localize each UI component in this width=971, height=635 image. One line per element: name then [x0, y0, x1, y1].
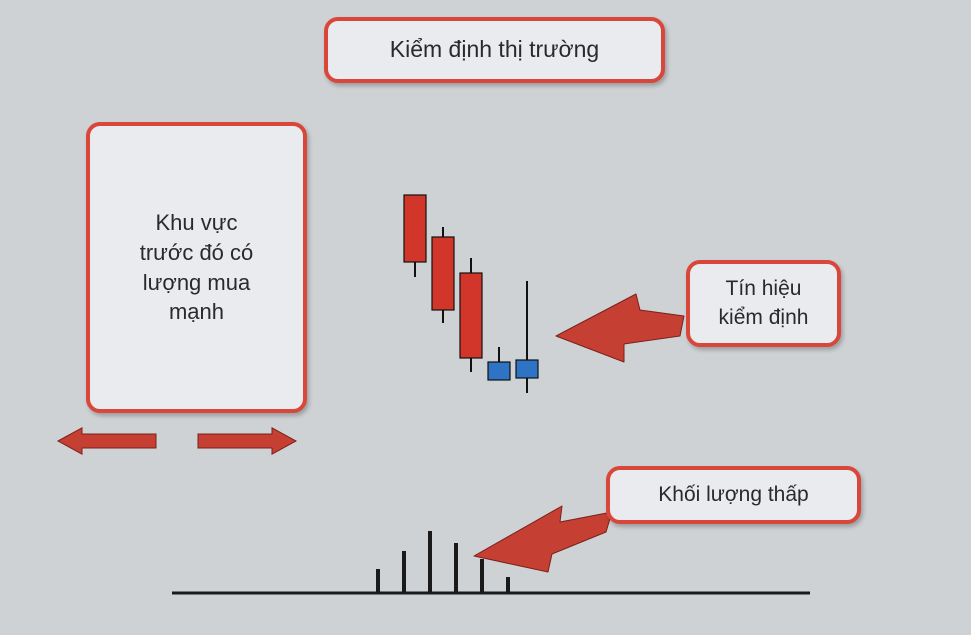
candle-body	[516, 360, 538, 378]
candle-body	[432, 237, 454, 310]
candle-body	[460, 273, 482, 358]
callout-left-zone: Khu vực trước đó có lượng mua mạnh	[86, 122, 307, 413]
candle-body	[488, 362, 510, 380]
arrow-signal-pointer	[556, 294, 684, 362]
arrow-left	[58, 428, 156, 454]
arrow-right	[198, 428, 296, 454]
callout-signal: Tín hiệu kiểm định	[686, 260, 841, 347]
arrow-volume-pointer	[474, 506, 612, 572]
candle-body	[404, 195, 426, 262]
callout-title: Kiểm định thị trường	[324, 17, 665, 83]
callout-low-volume: Khối lượng thấp	[606, 466, 861, 524]
